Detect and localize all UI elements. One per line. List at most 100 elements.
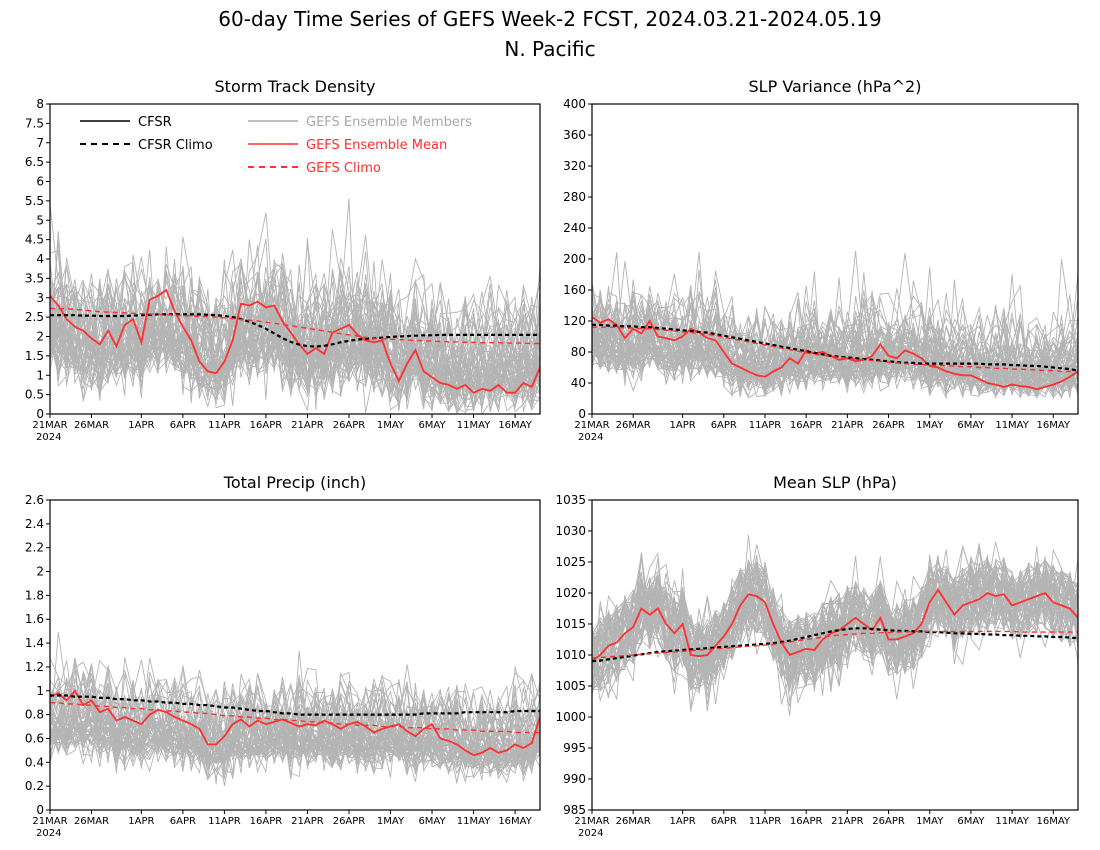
y-tick-label: 1.8 [25, 588, 44, 602]
x-tick-label: 16MAY [498, 420, 532, 431]
series-gefs-climo [50, 307, 540, 345]
x-tick-label: 6APR [170, 816, 196, 827]
x-year-label: 2024 [578, 432, 603, 443]
ensemble-member-line [50, 272, 540, 405]
chart-title: SLP Variance (hPa^2) [749, 77, 922, 96]
series-cfsr-climo [592, 627, 1078, 663]
y-tick-label: 360 [563, 128, 586, 142]
ensemble-members [592, 251, 1078, 400]
y-tick-label: 1035 [555, 493, 586, 507]
x-tick-label: 26MAR [616, 420, 651, 431]
x-tick-label: 21APR [291, 420, 324, 431]
x-tick-label: 26MAR [74, 816, 109, 827]
y-tick-label: 1020 [555, 586, 586, 600]
series-gefs-ensemble-mean [50, 689, 540, 757]
x-tick-label: 1APR [670, 816, 696, 827]
x-tick-label: 16APR [250, 420, 283, 431]
ensemble-member-line [592, 558, 1078, 691]
x-tick-label: 16MAY [1037, 420, 1071, 431]
x-year-label: 2024 [578, 828, 603, 839]
ensemble-member-line [592, 284, 1078, 397]
ensemble-member-line [50, 684, 540, 769]
y-tick-label: 1.6 [25, 612, 44, 626]
x-year-label: 2024 [36, 432, 61, 443]
y-tick-label: 80 [571, 345, 586, 359]
ensemble-member-line [50, 250, 540, 410]
series-cfsr-climo [592, 323, 1078, 372]
y-tick-label: 0.4 [25, 755, 44, 769]
ensemble-member-line [50, 675, 540, 776]
y-tick-label: 1.5 [25, 349, 44, 363]
ensemble-member-line [592, 554, 1078, 692]
y-tick-label: 1015 [555, 617, 586, 631]
x-tick-label: 21APR [831, 816, 864, 827]
x-tick-label: 21MAR [32, 420, 67, 431]
y-tick-label: 2.4 [25, 517, 44, 531]
ensemble-member-line [50, 678, 540, 784]
y-tick-label: 4.5 [25, 233, 44, 247]
ensemble-member-line [50, 257, 540, 410]
ensemble-member-line [592, 288, 1078, 389]
y-tick-label: 0 [36, 803, 44, 817]
x-tick-label: 6APR [170, 420, 196, 431]
x-tick-label: 6APR [711, 816, 737, 827]
series-gefs-climo [50, 702, 540, 734]
x-tick-label: 6MAY [957, 816, 985, 827]
ensemble-member-line [592, 554, 1078, 688]
x-tick-label: 16APR [250, 816, 283, 827]
legend-label: GEFS Climo [306, 161, 381, 176]
chart-panel-1: Storm Track Density 0 0.5 1 1.5 2 2.5 3 3.5 4 4.5 5… [25, 77, 541, 443]
x-tick-label: 21MAR [574, 816, 609, 827]
x-tick-label: 21APR [291, 816, 324, 827]
y-tick-label: 995 [563, 741, 586, 755]
x-tick-label: 26APR [872, 420, 905, 431]
x-tick-label: 11MAY [457, 420, 491, 431]
x-tick-label: 26APR [333, 816, 366, 827]
x-tick-label: 16MAY [1037, 816, 1071, 827]
x-tick-label: 1MAY [916, 816, 944, 827]
ensemble-member-line [50, 275, 540, 413]
series-gefs-climo [592, 326, 1078, 373]
ensemble-member-line [592, 316, 1078, 396]
x-tick-label: 11APR [208, 816, 241, 827]
y-tick-label: 320 [563, 159, 586, 173]
y-tick-label: 5.5 [25, 194, 44, 208]
x-tick-label: 26APR [333, 420, 366, 431]
ensemble-member-line [592, 549, 1078, 680]
y-tick-label: 1 [36, 368, 44, 382]
ensemble-member-line [50, 240, 540, 410]
ensemble-member-line [592, 279, 1078, 398]
y-tick-label: 985 [563, 803, 586, 817]
ensemble-member-line [50, 198, 540, 408]
x-tick-label: 11MAY [995, 420, 1029, 431]
y-tick-label: 1000 [555, 710, 586, 724]
series-gefs-ensemble-mean [592, 316, 1078, 391]
y-tick-label: 1.4 [25, 636, 44, 650]
y-tick-label: 3.5 [25, 271, 44, 285]
x-year-label: 2024 [36, 828, 61, 839]
x-tick-label: 26APR [872, 816, 905, 827]
ensemble-member-line [592, 252, 1078, 398]
y-tick-label: 120 [563, 314, 586, 328]
x-tick-label: 16APR [790, 816, 823, 827]
y-tick-label: 1005 [555, 679, 586, 693]
x-tick-label: 1APR [128, 816, 154, 827]
ensemble-member-line [592, 571, 1078, 698]
y-tick-label: 0.5 [25, 388, 44, 402]
x-tick-label: 6MAY [418, 420, 446, 431]
legend-label: CFSR Climo [138, 138, 213, 153]
legend-label: CFSR [138, 115, 172, 130]
y-tick-label: 1030 [555, 524, 586, 538]
y-tick-label: 1 [36, 684, 44, 698]
x-tick-label: 6MAY [957, 420, 985, 431]
series-gefs-climo [592, 630, 1078, 659]
ensemble-member-line [592, 566, 1078, 716]
x-tick-label: 1MAY [377, 420, 405, 431]
x-tick-label: 11MAY [995, 816, 1029, 827]
ensemble-members [50, 631, 540, 787]
plot-area [50, 198, 540, 414]
x-tick-label: 11APR [749, 420, 782, 431]
y-tick-label: 1010 [555, 648, 586, 662]
y-tick-label: 0 [578, 407, 586, 421]
